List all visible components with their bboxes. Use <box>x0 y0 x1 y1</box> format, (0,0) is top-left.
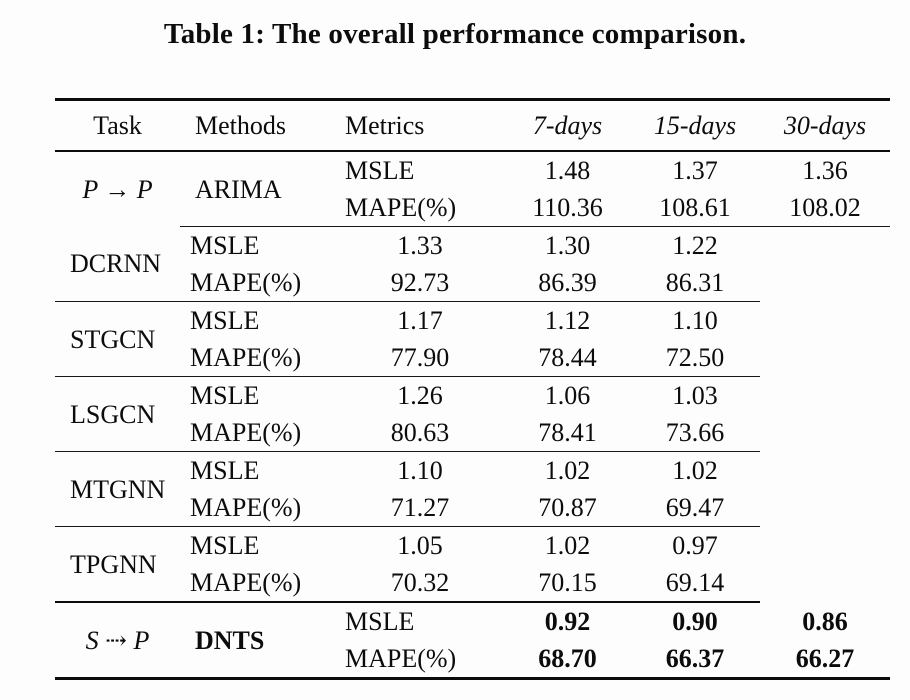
metric-value: 77.90 <box>335 339 505 377</box>
metric-value: 1.17 <box>397 306 443 335</box>
method-name: STGCN <box>55 301 180 377</box>
col-header-15-days: 15-days <box>630 99 760 152</box>
method-name: ARIMA <box>180 151 335 227</box>
method-name: DCRNN <box>55 226 180 302</box>
metric-label: MAPE(%) <box>180 489 335 527</box>
metric-value: 78.41 <box>505 414 630 452</box>
metric-value: 1.37 <box>672 156 718 185</box>
metric-value: 1.12 <box>544 306 591 335</box>
table-row: MAPE(%) 71.27 70.87 69.47 <box>55 489 890 527</box>
metric-label: MAPE(%) <box>180 339 335 377</box>
table-row: TPGNN MSLE 1.05 1.02 0.97 <box>55 526 890 603</box>
metric-value: 1.02 <box>672 456 718 485</box>
metric-value: 110.36 <box>505 189 630 227</box>
method-name: DNTS <box>195 625 265 655</box>
group-lsgcn: LSGCN MSLE 1.26 1.06 1.03 MAPE(%) 80.63 … <box>55 376 890 452</box>
metric-value: 66.27 <box>795 644 855 673</box>
metric-value: 1.36 <box>802 156 848 185</box>
metric-value: 1.10 <box>397 456 443 485</box>
performance-table: Task Methods Metrics 7-days 15-days 30-d… <box>55 98 890 680</box>
metric-value: 0.90 <box>672 607 718 636</box>
metric-value: 80.63 <box>335 414 505 452</box>
table-row: S ⇢ P DNTS MSLE 0.92 0.90 0.86 <box>55 602 890 655</box>
metric-value: 1.22 <box>672 231 718 260</box>
metric-value: 70.32 <box>335 564 505 603</box>
metric-value: 0.92 <box>544 607 591 636</box>
header-row: Task Methods Metrics 7-days 15-days 30-d… <box>55 99 890 152</box>
table-row: STGCN MSLE 1.17 1.12 1.10 <box>55 301 890 377</box>
metric-value: 1.03 <box>672 381 718 410</box>
metric-value: 1.26 <box>397 381 443 410</box>
table-row: P → P ARIMA MSLE 1.48 1.37 1.36 <box>55 151 890 227</box>
metric-label: MAPE(%) <box>180 564 335 603</box>
group-arima: P → P ARIMA MSLE 1.48 1.37 1.36 MAPE(%) … <box>55 151 890 227</box>
table-row: LSGCN MSLE 1.26 1.06 1.03 <box>55 376 890 452</box>
metric-label: MSLE <box>190 231 260 260</box>
metric-value: 0.97 <box>672 531 718 560</box>
table-caption: Table 1: The overall performance compari… <box>163 18 747 50</box>
metric-label: MAPE(%) <box>180 264 335 302</box>
metric-label: MAPE(%) <box>335 189 505 227</box>
metric-value: 1.02 <box>544 531 591 560</box>
method-name: TPGNN <box>55 526 180 603</box>
metric-value: 71.27 <box>335 489 505 527</box>
metric-label: MAPE(%) <box>180 414 335 452</box>
table-row: MAPE(%) 68.70 66.37 66.27 <box>55 640 890 679</box>
table-row: MAPE(%) 80.63 78.41 73.66 <box>55 414 890 452</box>
task-label-sp: S ⇢ P <box>85 625 150 655</box>
col-header-metrics: Metrics <box>335 99 505 152</box>
group-stgcn: STGCN MSLE 1.17 1.12 1.10 MAPE(%) 77.90 … <box>55 301 890 377</box>
metric-value: 78.44 <box>505 339 630 377</box>
metric-value: 1.02 <box>544 456 591 485</box>
col-header-7-days: 7-days <box>505 99 630 152</box>
metric-value: 69.14 <box>630 564 760 603</box>
metric-label: MSLE <box>190 306 260 335</box>
metric-value: 72.50 <box>630 339 760 377</box>
metric-value: 1.06 <box>544 381 591 410</box>
group-mtgnn: MTGNN MSLE 1.10 1.02 1.02 MAPE(%) 71.27 … <box>55 451 890 527</box>
metric-value: 68.70 <box>538 644 597 673</box>
table-row: MAPE(%) 77.90 78.44 72.50 <box>55 339 890 377</box>
table-row: MTGNN MSLE 1.10 1.02 1.02 <box>55 451 890 527</box>
metric-value: 86.31 <box>630 264 760 302</box>
metric-label: MSLE <box>345 607 415 636</box>
table-row: MAPE(%) 70.32 70.15 69.14 <box>55 564 890 603</box>
metric-label: MSLE <box>190 531 260 560</box>
metric-value: 1.10 <box>672 306 718 335</box>
metric-value: 0.86 <box>802 606 848 636</box>
metric-value: 69.47 <box>630 489 760 527</box>
method-name: MTGNN <box>55 451 180 527</box>
col-header-30-days: 30-days <box>760 99 890 152</box>
metric-value: 108.61 <box>630 189 760 227</box>
col-header-methods: Methods <box>180 99 335 152</box>
table-row: MAPE(%) 92.73 86.39 86.31 <box>55 264 890 302</box>
metric-label: MAPE(%) <box>345 644 457 673</box>
metric-value: 1.30 <box>544 231 591 260</box>
group-tpgnn: TPGNN MSLE 1.05 1.02 0.97 MAPE(%) 70.32 … <box>55 526 890 603</box>
metric-value: 1.48 <box>544 156 591 185</box>
col-header-task: Task <box>55 99 180 152</box>
table-row: DCRNN MSLE 1.33 1.30 1.22 <box>55 226 890 302</box>
metric-value: 73.66 <box>630 414 760 452</box>
metric-value: 66.37 <box>665 644 725 673</box>
method-name: LSGCN <box>55 376 180 452</box>
task-label-pp: P → P <box>82 174 153 204</box>
group-dcrnn: DCRNN MSLE 1.33 1.30 1.22 MAPE(%) 92.73 … <box>55 226 890 302</box>
metric-value: 1.33 <box>397 231 443 260</box>
metric-label: MSLE <box>345 156 415 185</box>
metric-value: 86.39 <box>505 264 630 302</box>
metric-label: MSLE <box>190 381 260 410</box>
metric-value: 92.73 <box>335 264 505 302</box>
group-dnts: S ⇢ P DNTS MSLE 0.92 0.90 0.86 MAPE(%) 6… <box>55 602 890 679</box>
metric-value: 70.15 <box>505 564 630 603</box>
metric-value: 108.02 <box>760 189 890 227</box>
metric-label: MSLE <box>190 456 260 485</box>
metric-value: 1.05 <box>397 531 443 560</box>
table-row: MAPE(%) 110.36 108.61 108.02 <box>55 189 890 227</box>
metric-value: 70.87 <box>505 489 630 527</box>
